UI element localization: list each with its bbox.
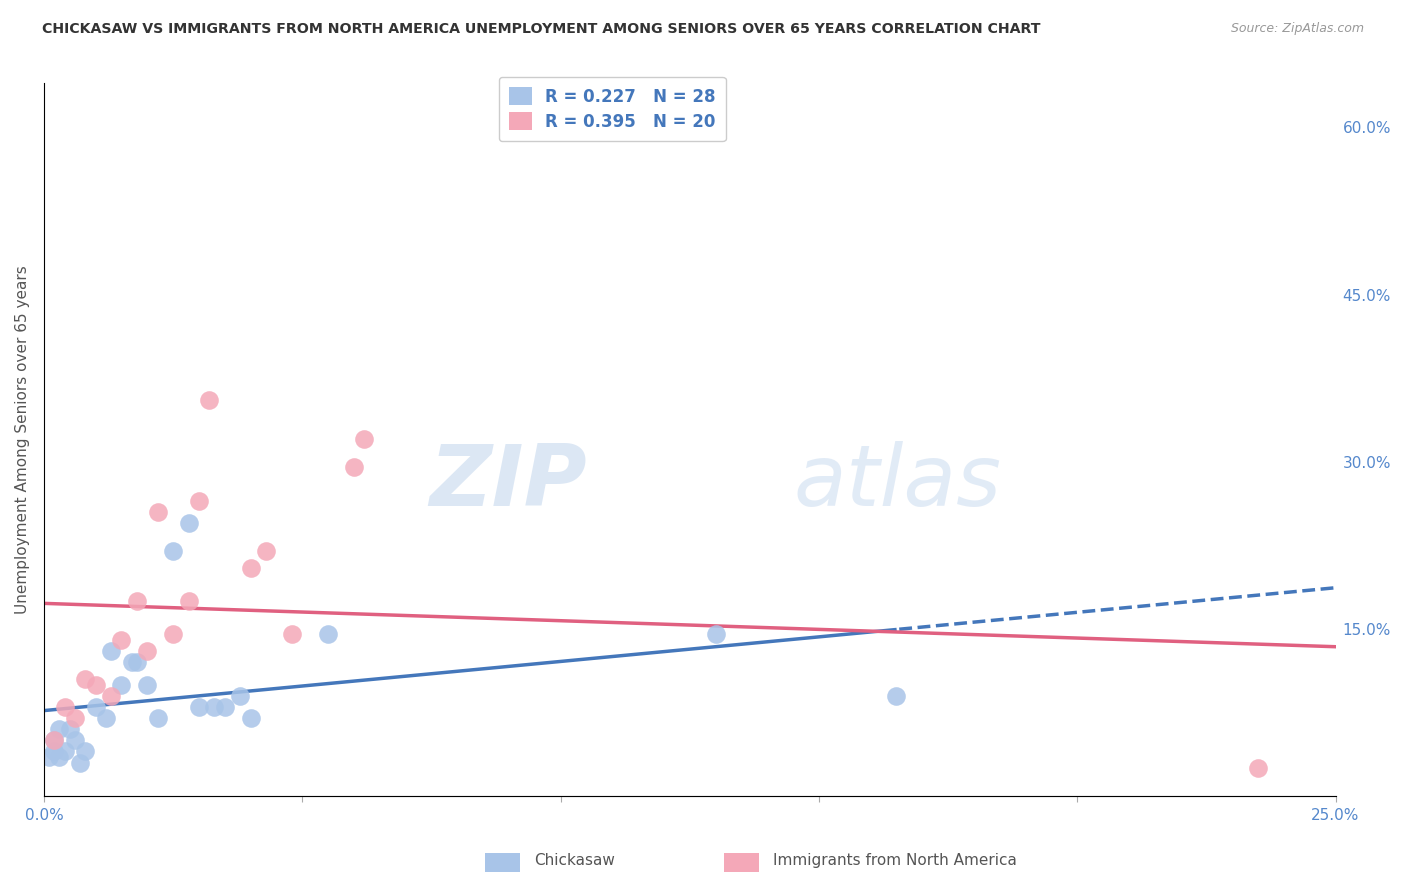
Point	[63, 711, 86, 725]
Point	[110, 632, 132, 647]
Point	[84, 677, 107, 691]
Point	[202, 699, 225, 714]
Point	[84, 699, 107, 714]
Point	[1247, 761, 1270, 775]
Point	[177, 594, 200, 608]
Text: Chickasaw: Chickasaw	[534, 854, 616, 868]
Point	[239, 711, 262, 725]
Point	[69, 756, 91, 770]
Point	[121, 655, 143, 669]
Point	[125, 655, 148, 669]
Point	[75, 744, 97, 758]
Point	[44, 744, 66, 758]
Text: Source: ZipAtlas.com: Source: ZipAtlas.com	[1230, 22, 1364, 36]
Point	[353, 433, 375, 447]
Point	[146, 505, 169, 519]
Text: CHICKASAW VS IMMIGRANTS FROM NORTH AMERICA UNEMPLOYMENT AMONG SENIORS OVER 65 YE: CHICKASAW VS IMMIGRANTS FROM NORTH AMERI…	[42, 22, 1040, 37]
Point	[94, 711, 117, 725]
Point	[63, 733, 86, 747]
Point	[229, 689, 252, 703]
Point	[125, 594, 148, 608]
Text: atlas: atlas	[793, 441, 1001, 524]
Text: ZIP: ZIP	[429, 441, 586, 524]
Text: Immigrants from North America: Immigrants from North America	[773, 854, 1017, 868]
Point	[53, 744, 76, 758]
Point	[187, 699, 209, 714]
Point	[214, 699, 236, 714]
Point	[162, 544, 184, 558]
Point	[59, 722, 82, 736]
Point	[53, 699, 76, 714]
Point	[343, 460, 366, 475]
Point	[75, 672, 97, 686]
Point	[316, 627, 339, 641]
Point	[177, 516, 200, 530]
Point	[136, 644, 159, 658]
Y-axis label: Unemployment Among Seniors over 65 years: Unemployment Among Seniors over 65 years	[15, 265, 30, 614]
Point	[162, 627, 184, 641]
Point	[239, 560, 262, 574]
Point	[254, 544, 277, 558]
Point	[187, 493, 209, 508]
Point	[110, 677, 132, 691]
Point	[44, 733, 66, 747]
Point	[886, 689, 908, 703]
Point	[48, 722, 70, 736]
Point	[100, 689, 122, 703]
Point	[146, 711, 169, 725]
Point	[136, 677, 159, 691]
Point	[38, 750, 60, 764]
Point	[281, 627, 304, 641]
Point	[48, 750, 70, 764]
Point	[100, 644, 122, 658]
Legend: R = 0.227   N = 28, R = 0.395   N = 20: R = 0.227 N = 28, R = 0.395 N = 20	[499, 77, 725, 141]
Point	[704, 627, 727, 641]
Point	[198, 393, 221, 408]
Point	[44, 733, 66, 747]
